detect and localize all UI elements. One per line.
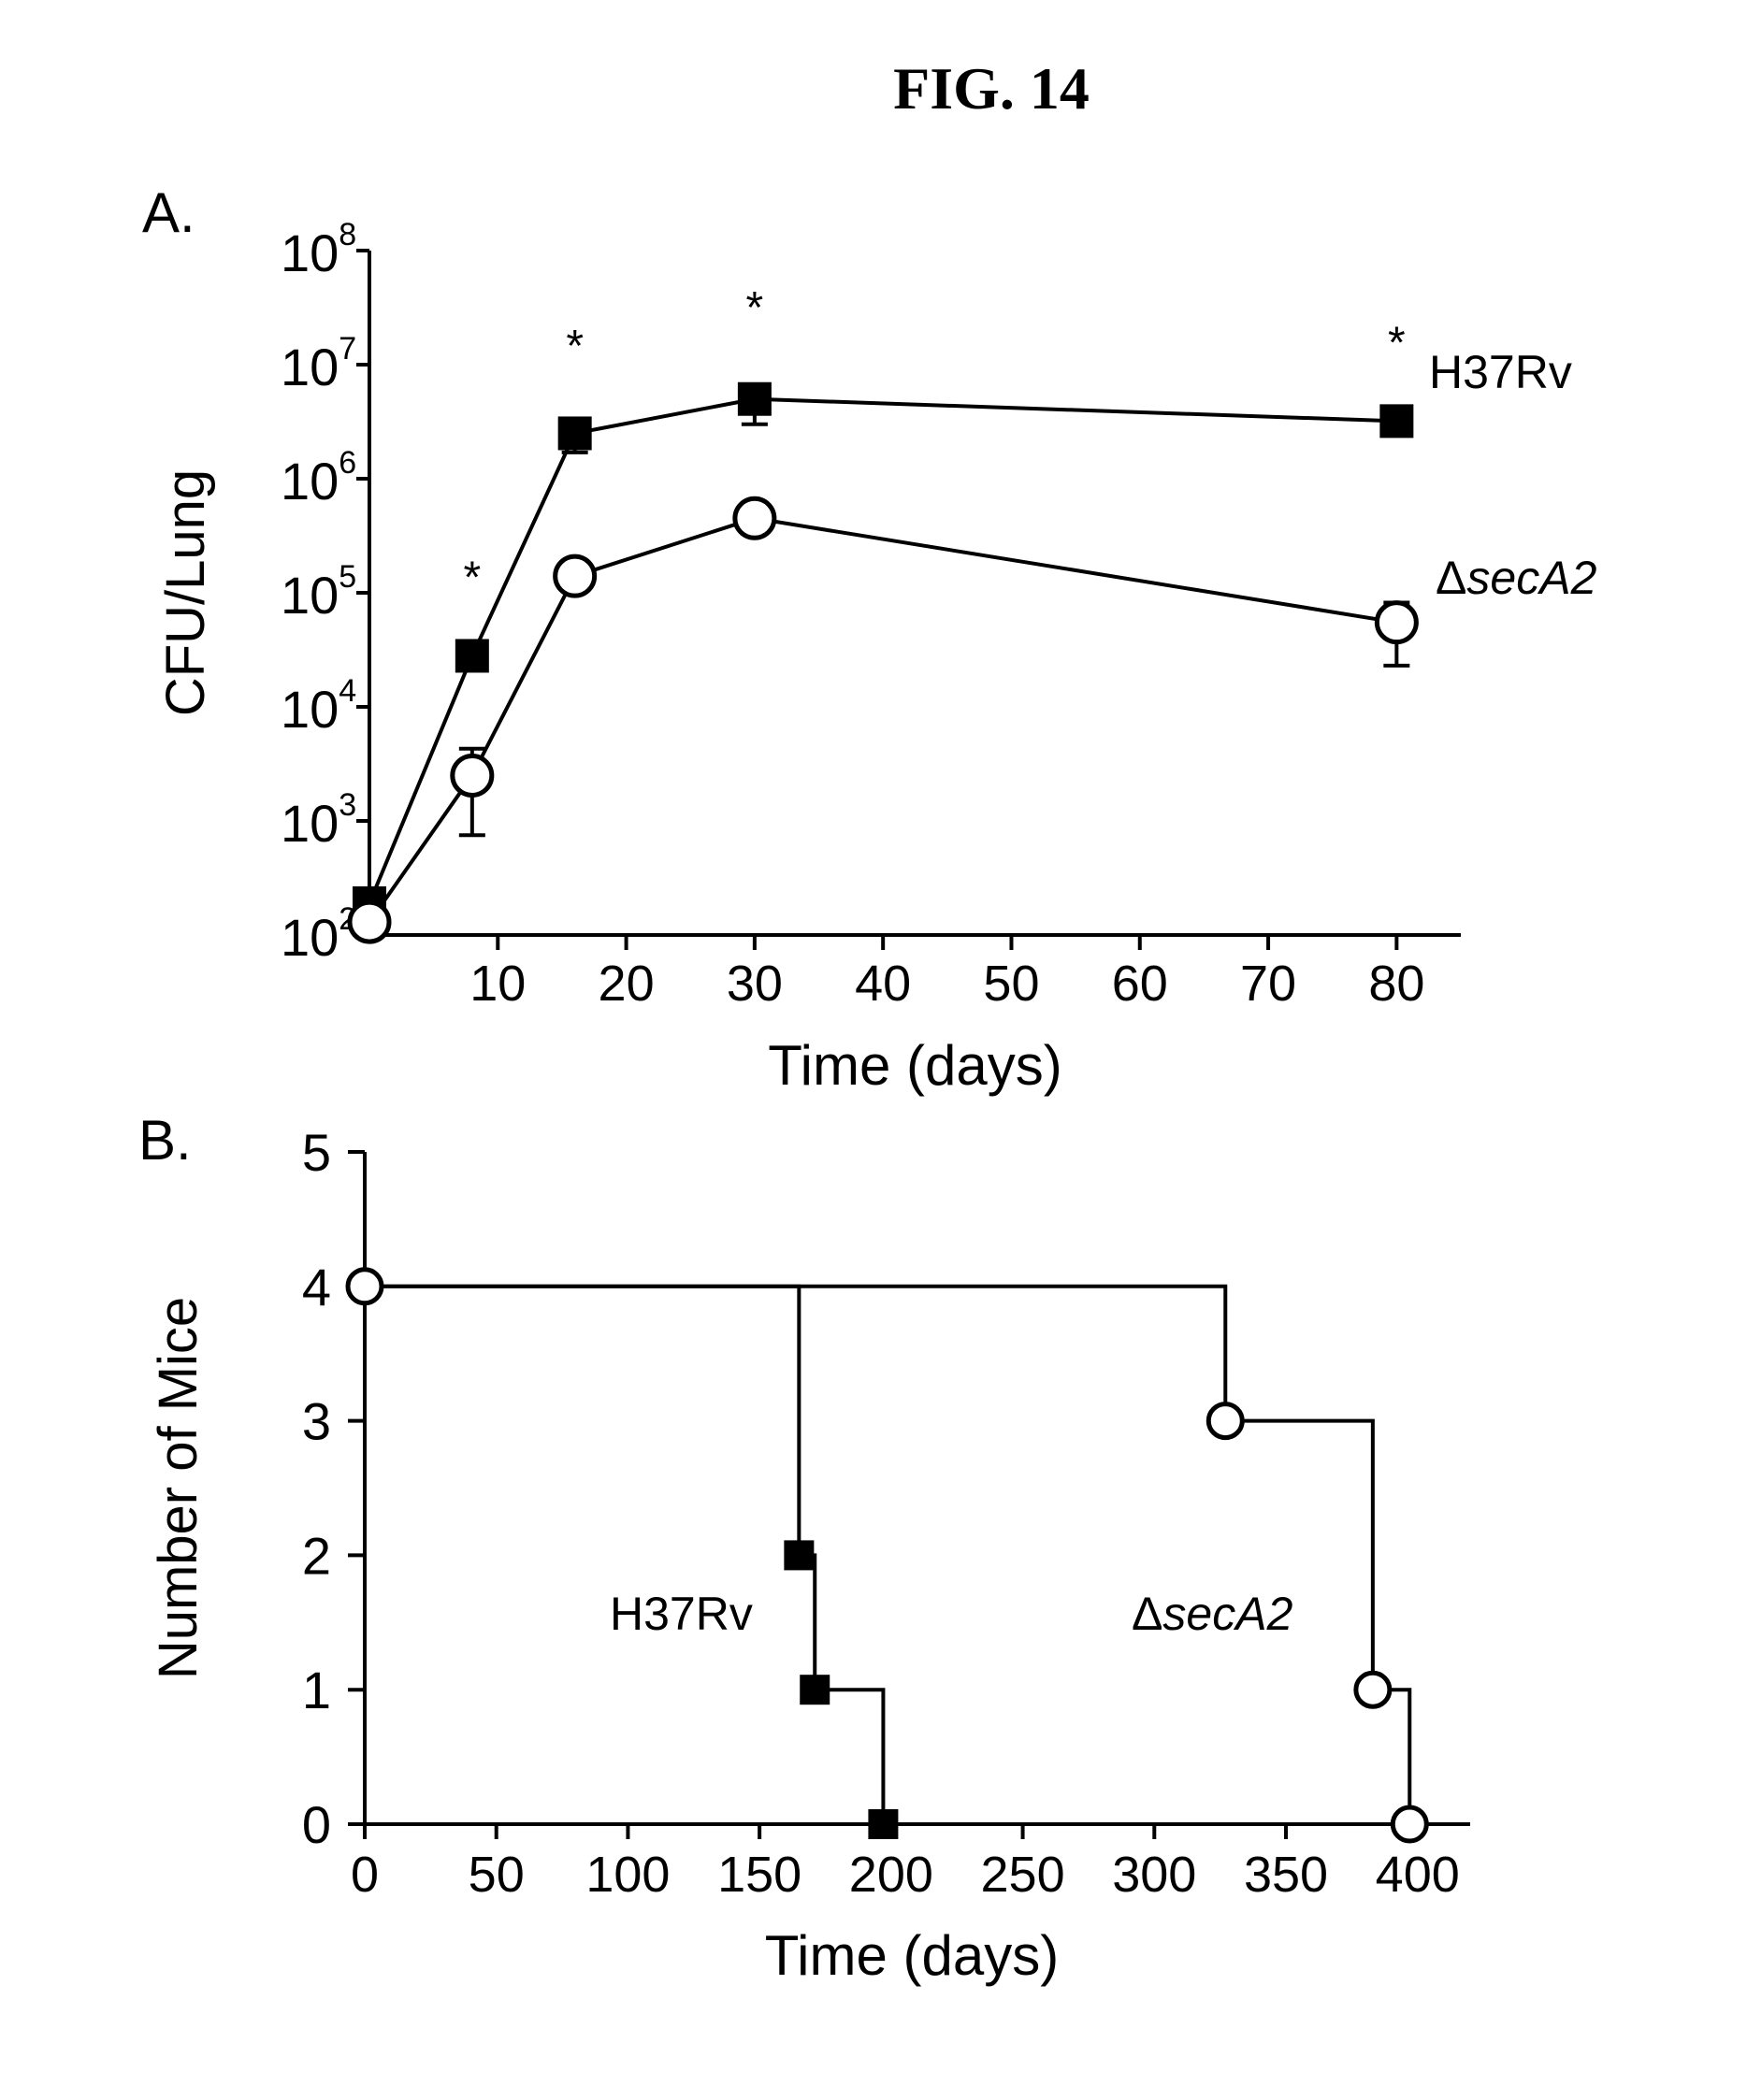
x-tick-label: 30 <box>727 956 783 1012</box>
x-tick-label: 150 <box>717 1847 801 1903</box>
x-tick-label: 100 <box>585 1847 670 1903</box>
series-line-secA2 <box>368 516 1397 924</box>
panel-b-label: B. <box>138 1109 192 1172</box>
data-point <box>800 1675 830 1705</box>
y-axis-title: CFU/Lung <box>155 469 216 716</box>
data-point <box>1390 1805 1429 1844</box>
y-tick-label: 103 <box>281 787 356 853</box>
panel-a: A. 102 103 104 105 106 107 108 10 20 30 40 50 60 70 80 T… <box>142 181 1597 1097</box>
x-axis-title: Time (days) <box>765 1924 1059 1987</box>
figure-title: FIG. 14 <box>893 55 1090 122</box>
x-tick-label: 400 <box>1376 1847 1460 1903</box>
series-label-h37rv: H37Rv <box>1429 346 1572 398</box>
data-point <box>1379 404 1414 439</box>
x-tick-label: 0 <box>351 1847 379 1903</box>
series-label-secA2: ΔsecA2 <box>1132 1588 1293 1640</box>
data-point <box>345 1267 384 1306</box>
y-tick-label: 5 <box>302 1123 331 1182</box>
x-tick-label: 350 <box>1244 1847 1328 1903</box>
x-tick-label: 80 <box>1368 956 1424 1012</box>
data-point <box>732 496 777 540</box>
panel-a-label: A. <box>142 181 195 244</box>
series-line-h37rv <box>368 396 1397 904</box>
x-tick-label: 10 <box>469 956 526 1012</box>
data-point <box>1206 1402 1245 1441</box>
data-point <box>1374 600 1419 645</box>
y-tick-label: 108 <box>281 217 356 282</box>
y-tick-label: 102 <box>281 901 356 967</box>
y-tick-label: 4 <box>302 1258 331 1316</box>
x-tick-label: 300 <box>1112 1847 1196 1903</box>
x-axis-title: Time (days) <box>768 1034 1061 1097</box>
data-point <box>1353 1670 1393 1709</box>
y-tick-label: 1 <box>302 1661 331 1719</box>
y-tick-label: 2 <box>302 1526 331 1585</box>
x-tick-label: 40 <box>855 956 911 1012</box>
data-point <box>450 753 495 798</box>
x-tick-label: 200 <box>849 1847 933 1903</box>
x-tick-label: 250 <box>981 1847 1065 1903</box>
data-point <box>737 381 772 416</box>
series-label-h37rv: H37Rv <box>610 1588 753 1640</box>
data-point <box>553 554 598 598</box>
y-tick-label: 104 <box>281 673 356 739</box>
significance-asterisk: * <box>566 322 584 371</box>
series-step-secA2 <box>365 1284 1412 1824</box>
y-tick-label: 106 <box>281 445 356 511</box>
data-point <box>868 1809 899 1839</box>
data-point <box>347 899 392 944</box>
x-tick-label: 20 <box>599 956 655 1012</box>
y-tick-label: 0 <box>302 1795 331 1854</box>
data-point <box>557 416 592 451</box>
x-tick-label: 60 <box>1112 956 1168 1012</box>
y-tick-label: 3 <box>302 1392 331 1451</box>
x-tick-label: 50 <box>469 1847 525 1903</box>
data-point <box>784 1540 815 1571</box>
x-tick-label: 70 <box>1240 956 1296 1012</box>
significance-asterisk: * <box>746 283 764 333</box>
y-tick-label: 107 <box>281 331 356 396</box>
significance-asterisk: * <box>463 553 481 602</box>
series-label-secA2: ΔsecA2 <box>1436 552 1597 604</box>
data-point <box>455 639 489 673</box>
y-tick-label: 105 <box>281 559 356 625</box>
significance-asterisk: * <box>1388 318 1406 367</box>
y-axis-title: Number of Mice <box>148 1297 209 1679</box>
x-tick-label: 50 <box>983 956 1039 1012</box>
